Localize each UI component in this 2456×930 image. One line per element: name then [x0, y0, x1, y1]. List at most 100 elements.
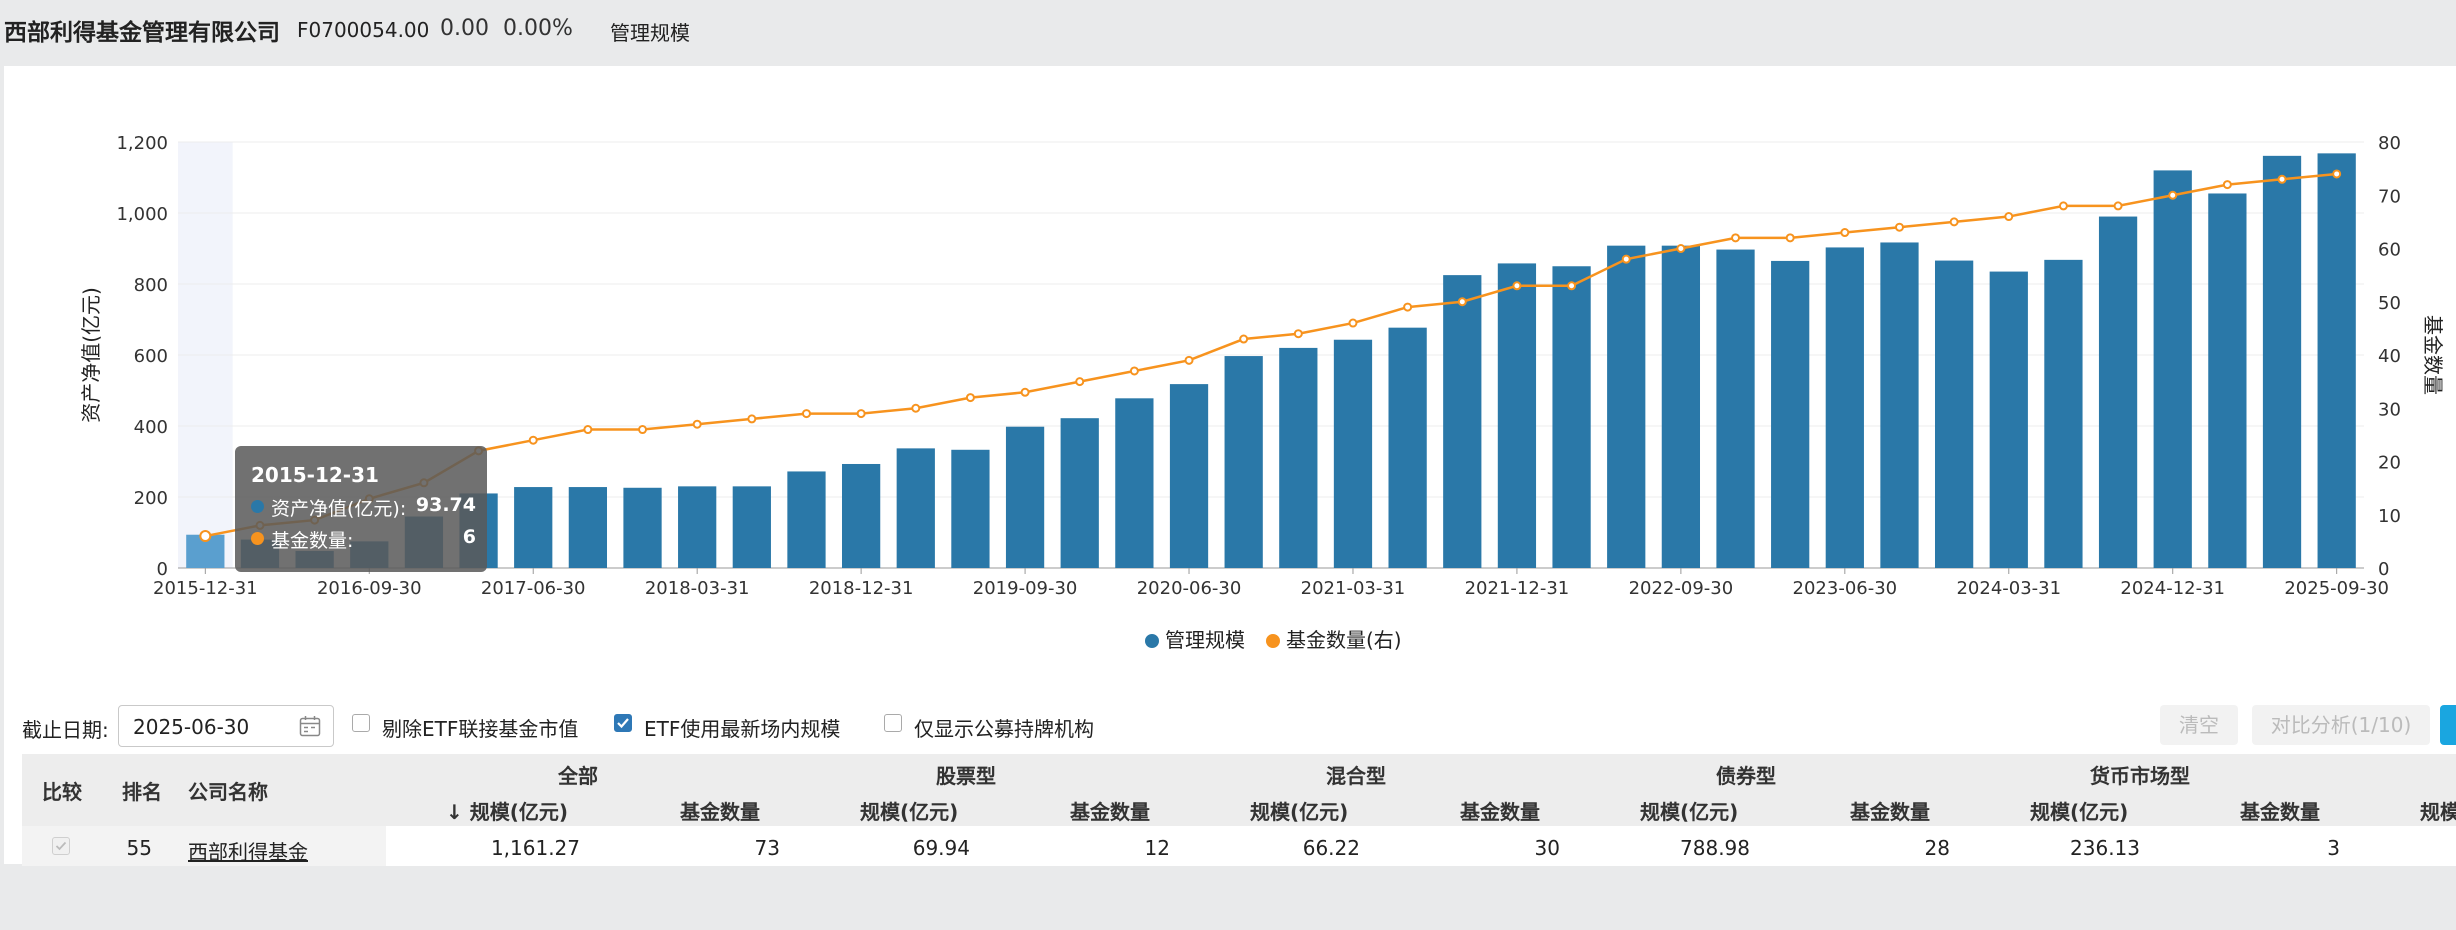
table-row[interactable]: 55 西部利得基金 1,161.27 73 69.94 12 66.22 30 …	[22, 826, 2456, 866]
fund-count-point	[856, 409, 866, 419]
legend-label: 基金数量(右)	[1286, 628, 1402, 652]
chart-bar	[1825, 247, 1864, 568]
fund-count-point	[583, 425, 593, 435]
tab-management-scale[interactable]: 管理规模	[610, 21, 690, 45]
checkbox-box[interactable]	[352, 714, 370, 732]
x-tick-label: 2023-06-30	[1793, 578, 1898, 599]
header-scale[interactable]: 规模(亿元)	[860, 800, 959, 824]
header-fund-count[interactable]: 基金数量	[1850, 800, 1930, 824]
chart-bar	[1388, 327, 1427, 568]
cell-bond-count: 28	[1924, 836, 1950, 860]
tooltip-value: 93.74	[415, 494, 476, 516]
fund-count-point	[2168, 190, 2178, 200]
x-tick-label: 2024-03-31	[1956, 578, 2061, 599]
fund-count-point	[1785, 233, 1795, 243]
header-fund-count[interactable]: 基金数量	[1070, 800, 1150, 824]
y2-tick-label: 70	[2378, 186, 2401, 207]
cell-mixed-scale: 66.22	[1302, 836, 1360, 860]
chart-bar	[1497, 263, 1537, 568]
x-tick-label: 2022-09-30	[1629, 578, 1734, 599]
chart-bar	[514, 487, 553, 568]
date-input[interactable]: 2025-06-30	[118, 705, 334, 747]
fund-count-point	[2332, 169, 2342, 179]
cell-all-count: 73	[754, 836, 780, 860]
header-fund-count[interactable]: 基金数量	[2240, 800, 2320, 824]
y-tick-label: 1,200	[116, 133, 168, 154]
fund-count-point	[638, 425, 648, 435]
primary-action-button[interactable]	[2440, 705, 2456, 745]
header-compare: 比较	[42, 780, 82, 804]
cell-bond-scale: 788.98	[1680, 836, 1750, 860]
y2-tick-label: 30	[2378, 399, 2401, 420]
fund-count-point	[1457, 297, 1467, 307]
chart-bar	[1279, 347, 1318, 568]
fund-count-point	[1894, 222, 1904, 232]
x-tick-label: 2015-12-31	[153, 578, 258, 599]
tooltip-label: 资产净值(亿元):	[271, 498, 407, 520]
group-header-all: 全部	[558, 764, 598, 788]
chart-bar	[1333, 339, 1373, 568]
chart-bar	[1115, 398, 1154, 568]
header-scale[interactable]: 规模(亿元)	[1640, 800, 1739, 824]
legend-item-count[interactable]: 基金数量(右)	[1266, 624, 1402, 653]
header-fund-count[interactable]: 基金数量	[680, 800, 760, 824]
clear-button[interactable]: 清空	[2160, 705, 2238, 745]
fund-count-point	[1184, 355, 1194, 365]
chart-bar	[1005, 426, 1045, 568]
title-bar: 西部利得基金管理有限公司 F0700054.00 0.00 0.00% 管理规模	[0, 0, 2456, 62]
series-dot-icon	[251, 532, 264, 545]
fund-count-point	[801, 409, 811, 419]
checkbox-box[interactable]	[884, 714, 902, 732]
tooltip-row-count: 基金数量: 6	[251, 526, 476, 552]
x-tick-label: 2017-06-30	[481, 578, 586, 599]
chart-bar	[2044, 259, 2083, 568]
chart-bar	[568, 487, 608, 568]
group-header-bond: 债券型	[1716, 764, 1776, 788]
chart-bar	[1661, 245, 1701, 568]
fund-count-point	[911, 403, 921, 413]
filter-bar: 截止日期: 2025-06-30 剔除ETF联接基金市值 E	[4, 700, 2456, 750]
header-scale[interactable]: 规模(亿元)	[2030, 800, 2129, 824]
header-rank[interactable]: 排名	[122, 780, 162, 804]
y2-tick-label: 80	[2378, 133, 2401, 154]
checkbox-box-checked[interactable]	[614, 714, 632, 732]
fund-count-point	[1621, 254, 1631, 264]
y-tick-label: 800	[134, 275, 168, 296]
company-title: 西部利得基金管理有限公司	[4, 20, 280, 46]
header-scale[interactable]: 规模(亿元)	[1250, 800, 1349, 824]
tooltip-row-nav: 资产净值(亿元): 93.74	[251, 494, 476, 520]
fund-count-point	[1403, 302, 1413, 312]
group-header-money-market: 货币市场型	[2090, 764, 2190, 788]
compare-checkbox[interactable]	[52, 837, 70, 855]
header-scale[interactable]: 规模	[2420, 800, 2456, 824]
y2-tick-label: 50	[2378, 293, 2401, 314]
rank-cell: 55	[126, 836, 152, 860]
chart-bar	[1771, 260, 1810, 568]
chart-bar	[896, 448, 935, 568]
compare-button[interactable]: 对比分析(1/10)	[2252, 705, 2430, 745]
chart-bar	[2208, 193, 2247, 568]
legend-item-scale[interactable]: 管理规模	[1145, 624, 1245, 653]
checkmark-icon	[617, 718, 629, 729]
header-company-name: 公司名称	[188, 780, 268, 804]
series-dot-icon	[251, 500, 264, 513]
calendar-icon[interactable]	[299, 715, 321, 737]
y2-axis-title: 基金数量	[2421, 315, 2445, 395]
y-tick-label: 1,000	[116, 204, 168, 225]
date-label: 截止日期:	[22, 718, 109, 742]
company-link[interactable]: 西部利得基金	[188, 840, 308, 864]
chart-bar	[1607, 245, 1646, 568]
x-tick-label: 2024-12-31	[2120, 578, 2225, 599]
date-value: 2025-06-30	[133, 715, 250, 739]
company-table: 比较 排名 公司名称 全部 股票型 混合型 债券型 货币市场型 ↓ 规模(亿元)…	[22, 754, 2456, 930]
chart-bar	[787, 471, 826, 568]
x-tick-label: 2019-09-30	[973, 578, 1078, 599]
y2-tick-label: 60	[2378, 240, 2401, 261]
chart-bar	[841, 463, 881, 568]
chart-bar	[1552, 266, 1591, 568]
value-readout: 0.00	[440, 16, 489, 41]
tooltip-label: 基金数量:	[271, 530, 354, 552]
header-fund-count[interactable]: 基金数量	[1460, 800, 1540, 824]
header-scale-sorted[interactable]: ↓ 规模(亿元)	[446, 800, 569, 824]
fund-count-line	[205, 172, 2337, 538]
